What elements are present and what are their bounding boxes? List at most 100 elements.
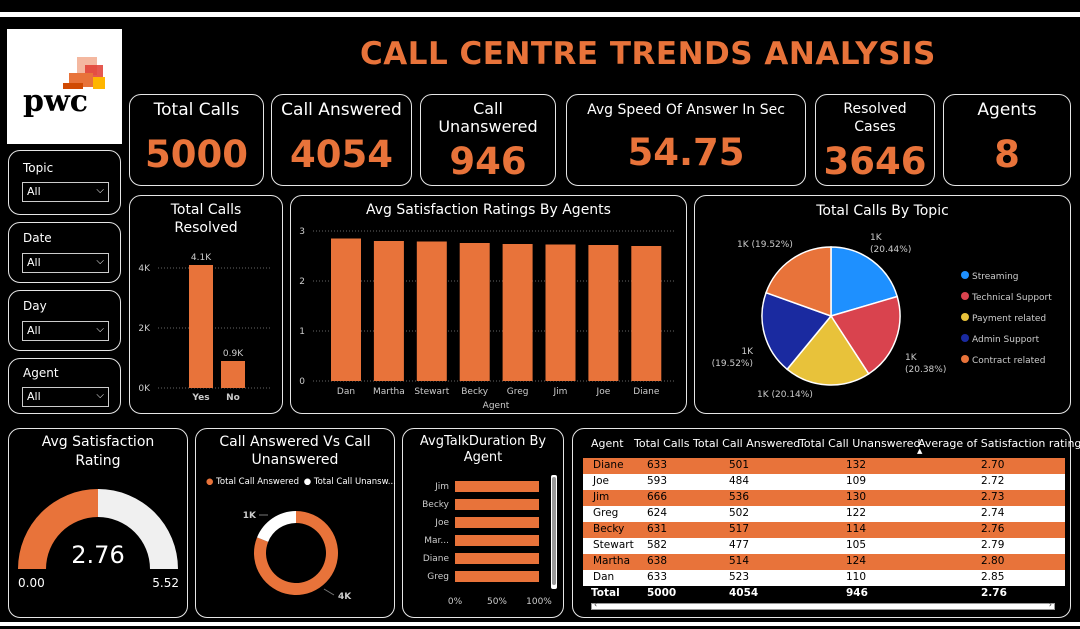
y-tick-label: 4K <box>138 264 151 274</box>
chart-title: Resolved <box>174 220 238 236</box>
legend-marker <box>961 313 969 321</box>
dropdown-value: All <box>27 324 41 337</box>
sort-ascending-icon[interactable]: ▲ <box>917 447 923 455</box>
table-cell: 2.85 <box>981 571 1005 583</box>
legend-label: Contract related <box>972 356 1045 366</box>
table-cell: 624 <box>647 507 668 519</box>
bar <box>631 246 662 381</box>
col-answered[interactable]: Total Call Answered <box>693 437 801 450</box>
pie-data-label: 1K <box>741 347 754 357</box>
col-unanswered[interactable]: Total Call Unanswered <box>799 437 921 450</box>
table-cell: Joe <box>593 475 609 487</box>
kpi-value: 8 <box>994 133 1020 176</box>
bar <box>189 265 213 388</box>
table-cell: 593 <box>647 475 668 487</box>
kpi-call-answered: Call Answered 4054 <box>271 94 412 186</box>
y-tick-label: Jim <box>434 482 449 492</box>
legend-label: Admin Support <box>972 335 1040 345</box>
x-tick-label: Greg <box>507 387 529 397</box>
legend-answered: Total Call Answered <box>216 477 299 487</box>
slicer-day: Day All ⌵ <box>8 290 121 351</box>
total-answered: 4054 <box>729 587 759 599</box>
table-cell: 582 <box>647 539 668 551</box>
table-cell: 130 <box>846 491 867 503</box>
table-row[interactable]: Dan 633 523 110 2.85 <box>583 570 1065 586</box>
gauge-chart: 2.76 0.00 5.52 <box>18 489 179 590</box>
bar <box>416 241 447 381</box>
talk-duration-chart: Jim Becky Joe Mar... Diane Greg 0% 50% 100% <box>422 475 557 607</box>
chart-title: Call Answered Vs Call <box>219 434 371 450</box>
pie-data-label: 1K (19.52%) <box>737 240 793 250</box>
kpi-total-calls: Total Calls 5000 <box>129 94 264 186</box>
bar <box>455 517 539 528</box>
legend-label: Technical Support <box>971 293 1052 303</box>
scroll-right-icon[interactable]: › <box>1048 600 1052 609</box>
y-tick-label: 3 <box>299 227 305 237</box>
table-cell: 132 <box>846 459 867 471</box>
gauge-empty-arc <box>98 489 178 569</box>
table-cell: Diane <box>593 459 624 471</box>
bar <box>455 481 539 492</box>
table-cell: 501 <box>729 459 750 471</box>
table-row[interactable]: Joe 593 484 109 2.72 <box>583 474 1065 490</box>
table-row[interactable]: Greg 624 502 122 2.74 <box>583 506 1065 522</box>
table-cell: 633 <box>647 459 668 471</box>
table-cell: 124 <box>846 555 867 567</box>
chart-title: Agent <box>463 450 503 465</box>
table-row[interactable]: Becky 631 517 114 2.76 <box>583 522 1065 538</box>
table-cell: Becky <box>593 523 625 535</box>
col-agent[interactable]: Agent <box>591 437 624 450</box>
legend-label: Streaming <box>972 272 1018 282</box>
table-cell: 2.76 <box>981 523 1005 535</box>
slicer-label: Date <box>23 231 52 245</box>
col-satisfaction[interactable]: Average of Satisfaction rating <box>918 437 1080 450</box>
kpi-label: Cases <box>854 119 896 135</box>
total-label: Total <box>591 587 620 599</box>
x-tick-label: Becky <box>461 387 489 397</box>
table-cell: 502 <box>729 507 750 519</box>
pie-data-label: (19.52%) <box>712 359 753 369</box>
talk-chart-card: AvgTalkDuration By Agent Jim Becky Joe Mar.… <box>402 428 564 618</box>
date-dropdown[interactable]: All ⌵ <box>22 253 109 273</box>
chart-title: Total Calls <box>170 202 242 218</box>
table-cell: 105 <box>846 539 867 551</box>
table-cell: 536 <box>729 491 750 503</box>
day-dropdown[interactable]: All ⌵ <box>22 321 109 341</box>
agent-dropdown[interactable]: All ⌵ <box>22 387 109 407</box>
x-tick-label: 50% <box>487 597 507 607</box>
table-row[interactable]: Stewart 582 477 105 2.79 <box>583 538 1065 554</box>
top-border <box>0 12 1080 17</box>
pie-slice <box>829 295 901 375</box>
chart-title: AvgTalkDuration By <box>419 434 547 449</box>
bar <box>459 243 490 381</box>
resolved-chart: 0K 2K 4K 4.1K Yes 0.9K No <box>138 253 270 403</box>
table-cell: 2.79 <box>981 539 1005 551</box>
y-tick-label: 2 <box>299 277 305 287</box>
table-cell: 517 <box>729 523 750 535</box>
table-row[interactable]: Diane 633 501 132 2.70 <box>583 458 1065 474</box>
legend-marker <box>961 334 969 342</box>
kpi-label: Call <box>473 99 503 118</box>
table-row[interactable]: Jim 666 536 130 2.73 <box>583 490 1065 506</box>
label-leader <box>323 588 335 596</box>
kpi-value: 4054 <box>290 133 393 176</box>
x-tick-label: Jim <box>553 387 568 397</box>
bar <box>455 535 539 546</box>
y-tick-label: 0K <box>138 384 151 394</box>
table-row[interactable]: Martha 638 514 124 2.80 <box>583 554 1065 570</box>
table-cell: 477 <box>729 539 750 551</box>
table-cell: 633 <box>647 571 668 583</box>
kpi-label: Resolved <box>843 101 907 117</box>
bar <box>455 553 539 564</box>
chart-title: Unanswered <box>251 452 339 468</box>
table-cell: Greg <box>593 507 619 519</box>
pie-slice <box>761 291 833 371</box>
gauge-max: 5.52 <box>152 576 179 590</box>
scroll-left-icon[interactable]: ‹ <box>594 600 598 609</box>
slicer-label: Topic <box>23 161 54 175</box>
topic-dropdown[interactable]: All ⌵ <box>22 182 109 202</box>
slicer-label: Agent <box>23 366 59 380</box>
kpi-value: 54.75 <box>627 131 745 174</box>
col-total-calls[interactable]: Total Calls <box>634 437 690 450</box>
horizontal-scrollbar[interactable]: ‹ › <box>591 600 1055 610</box>
